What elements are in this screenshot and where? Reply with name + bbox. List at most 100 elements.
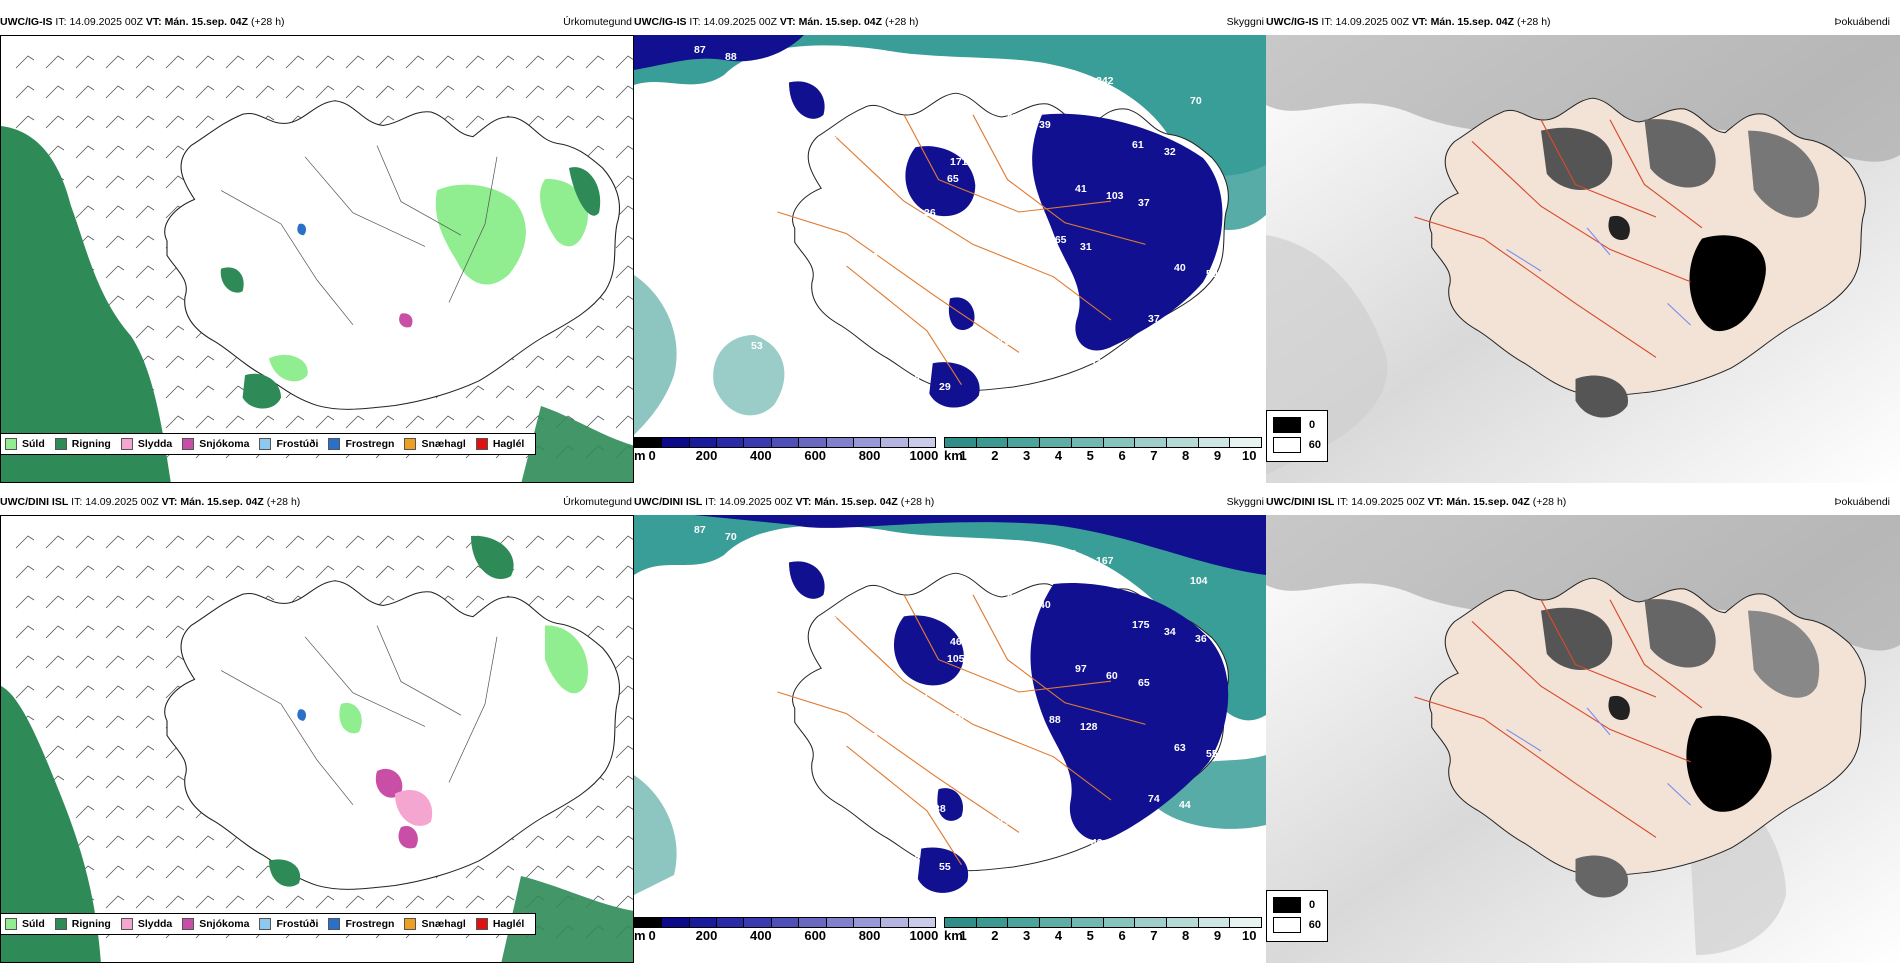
legend-swatch [5, 438, 17, 450]
row2-cloud-title: UWC/DINI ISL IT: 14.09.2025 00Z VT: Mán.… [634, 496, 935, 508]
row1-cloud-base-colorbar: m 0 200 400 600 800 1000 [634, 437, 938, 463]
wind-barb [75, 55, 95, 69]
cloud-base-value: 34 [1164, 626, 1176, 638]
wind-barb [105, 595, 125, 609]
cloud-base-value: 71 [882, 85, 894, 97]
cloud-base-value: 42 [989, 776, 1001, 788]
colorbar-tick: 3 [1023, 448, 1031, 463]
cloud-base-value: 62 [908, 374, 920, 386]
wind-barb [285, 415, 305, 429]
colorbar-cell [1198, 438, 1231, 447]
cloud-base-value: 128 [1080, 721, 1098, 733]
row1-cloud-map[interactable]: 87 41 67 63 40 59 44 53 61 75 68 167 118 171 51 70 165 62… [634, 35, 1266, 435]
row2-fog-map[interactable] [1266, 515, 1900, 963]
wind-barb [135, 565, 155, 579]
row1-fog-map[interactable] [1266, 35, 1900, 483]
wind-barb [105, 115, 125, 129]
cloud-base-value: 39 [1039, 119, 1051, 131]
wind-barb [105, 715, 125, 729]
row1-precip-title: UWC/IG-IS IT: 14.09.2025 00Z VT: Mán. 15… [0, 16, 285, 28]
cloud-base-value: 167 [1096, 555, 1114, 567]
wind-barb [255, 535, 275, 549]
wind-barb [615, 835, 633, 849]
row1-precip-map[interactable] [0, 35, 634, 483]
wind-barb [315, 55, 335, 69]
cloud-base-value: 74 [1148, 793, 1160, 805]
cloud-base-value: 99 [866, 731, 878, 743]
wind-barb [405, 895, 425, 909]
wind-barb [525, 835, 545, 849]
legend-swatch [120, 918, 133, 930]
colorbar-cell [1166, 918, 1199, 927]
wind-barb [15, 85, 35, 99]
fog-legend-value: 0 [1309, 419, 1316, 431]
cloud-base-value: 47 [921, 704, 933, 716]
legend-swatch [182, 438, 195, 450]
wind-barb [435, 415, 455, 429]
wind-barb [585, 325, 605, 339]
cloud-base-value: 49 [1091, 837, 1103, 849]
cloud-base-value: 97 [1075, 663, 1087, 675]
row2-precip-title: UWC/DINI ISL IT: 14.09.2025 00Z VT: Mán.… [0, 496, 301, 508]
wind-barb [585, 625, 605, 639]
wind-barb [105, 895, 125, 909]
wind-barb [585, 535, 605, 549]
colorbar-tick: 0 [648, 928, 656, 943]
wind-barb [165, 295, 185, 309]
row1-cloud-title: UWC/IG-IS IT: 14.09.2025 00Z VT: Mán. 15… [634, 16, 919, 28]
wind-barb [345, 895, 365, 909]
cloud-base-value: 88 [725, 51, 737, 63]
wind-barb [345, 535, 365, 549]
cloud-base-value: 65 [947, 173, 959, 185]
wind-barb [585, 835, 605, 849]
wind-barb [45, 595, 65, 609]
wind-barb [15, 595, 35, 609]
legend-swatch [328, 438, 341, 450]
cloud-base-value: 65 [1138, 677, 1150, 689]
cloud-base-value: 165 [1049, 234, 1067, 246]
cloud-base-value: 93 [757, 538, 769, 550]
wind-barb [45, 655, 65, 669]
wind-barb [585, 385, 605, 399]
cloud-base-cells [634, 917, 936, 928]
legend-label: Snæhagl [421, 918, 466, 930]
legend-item: Snæhagl [404, 438, 466, 450]
cloud-base-value: 185 [757, 58, 775, 70]
legend-item: Slydda [120, 438, 172, 450]
wind-barb [165, 805, 185, 819]
cloud-base-value: 222 [1122, 844, 1140, 856]
legend-label: Snjókoma [199, 918, 250, 930]
row1-visibility-colorbar: km 1 2 3 4 5 6 7 8 9 10 [944, 437, 1262, 463]
cloud-base-value: 206 [955, 694, 973, 706]
wind-barb [165, 865, 185, 879]
wind-barb [135, 805, 155, 819]
wind-barb [255, 55, 275, 69]
wind-barb [195, 385, 215, 399]
wind-barb [15, 565, 35, 579]
wind-barb [165, 385, 185, 399]
wind-barb [255, 895, 275, 909]
wind-barb [135, 745, 155, 759]
wind-barb [105, 145, 125, 159]
wind-barb [75, 655, 95, 669]
wind-barb [105, 565, 125, 579]
legend-item: Súld [5, 438, 45, 450]
colorbar-tick: 2 [991, 928, 999, 943]
row2-precip-map[interactable] [0, 515, 634, 963]
colorbar-cell [771, 438, 800, 447]
fog-legend-value: 60 [1308, 439, 1321, 451]
colorbar-tick: 10 [1242, 448, 1257, 463]
wind-barb [135, 295, 155, 309]
legend-label: Rigning [71, 438, 111, 450]
legend-item: Snæhagl [404, 918, 466, 930]
row2-cloud-map[interactable]: 87 97 38 39 63 76 54 133 175 43 48 195 49 46 42 104 88 60… [634, 515, 1266, 915]
wind-barb [345, 565, 365, 579]
wind-barb [75, 805, 95, 819]
row2-fog-label: Þokuábendi [1834, 496, 1890, 508]
visibility-cells [944, 437, 1262, 448]
colorbar-cell [744, 918, 772, 927]
cloud-base-value: 25 [1153, 850, 1165, 862]
wind-barb [165, 655, 185, 669]
colorbar-cell [945, 918, 977, 927]
wind-barb [345, 85, 365, 99]
